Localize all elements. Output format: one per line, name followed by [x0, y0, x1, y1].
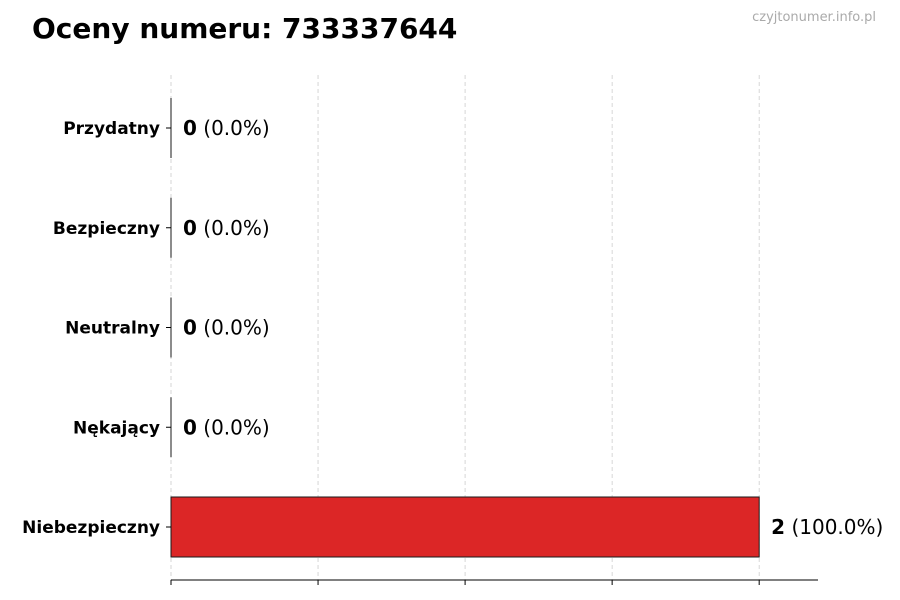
data-label-pct: (100.0%) — [785, 515, 883, 539]
chart-title: Oceny numeru: 733337644 — [32, 12, 458, 45]
data-label-count: 2 — [771, 515, 785, 539]
data-label-count: 0 — [183, 216, 197, 240]
data-label-pct: (0.0%) — [197, 316, 270, 340]
y-tick-label: Neutralny — [65, 319, 160, 339]
y-tick-label: Przydatny — [63, 119, 160, 139]
data-label: 0 (0.0%) — [183, 415, 270, 439]
data-label-count: 0 — [183, 415, 197, 439]
data-label-count: 0 — [183, 316, 197, 340]
watermark: czyjtonumer.info.pl — [752, 10, 876, 25]
data-label-pct: (0.0%) — [197, 116, 270, 140]
data-label: 2 (100.0%) — [771, 515, 883, 539]
data-label: 0 (0.0%) — [183, 116, 270, 140]
data-label-pct: (0.0%) — [197, 415, 270, 439]
data-label: 0 (0.0%) — [183, 316, 270, 340]
data-label-pct: (0.0%) — [197, 216, 270, 240]
y-tick-label: Niebezpieczny — [22, 518, 160, 538]
y-tick-label: Nękający — [73, 418, 160, 438]
y-tick-label: Bezpieczny — [53, 219, 160, 239]
bar — [170, 496, 760, 558]
data-label: 0 (0.0%) — [183, 216, 270, 240]
data-label-count: 0 — [183, 116, 197, 140]
